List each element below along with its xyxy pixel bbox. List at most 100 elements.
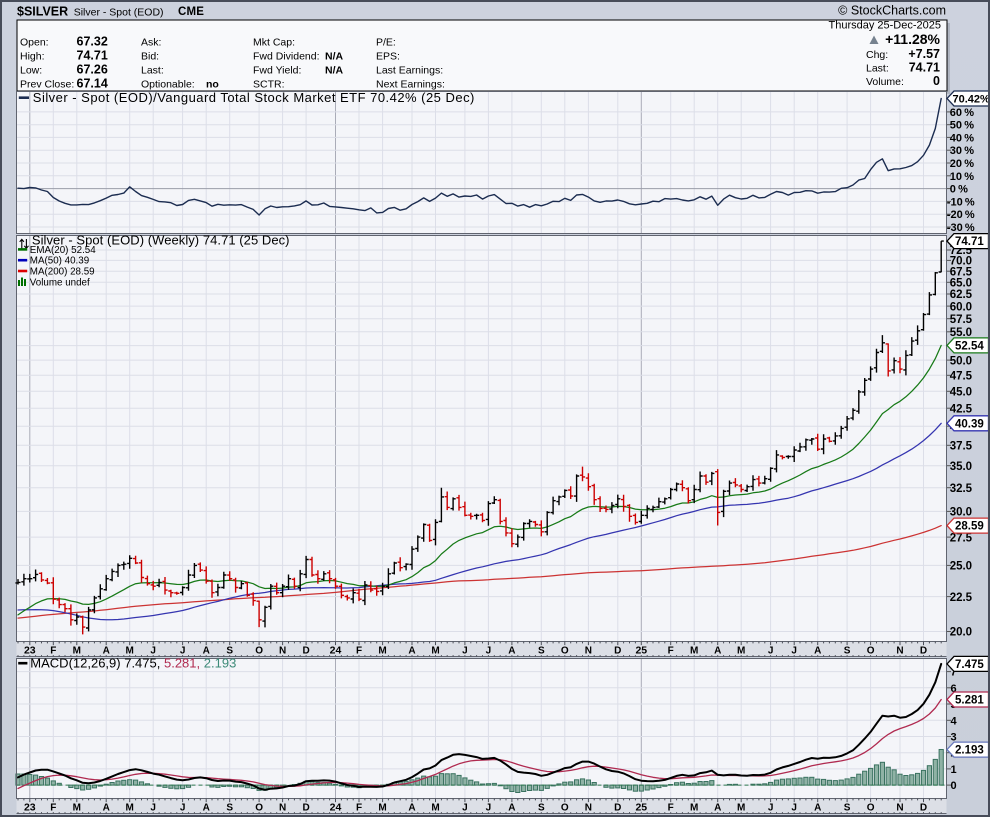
- svg-text:30 %: 30 %: [950, 145, 974, 157]
- svg-text:74.71: 74.71: [909, 61, 940, 75]
- svg-text:CME: CME: [178, 6, 204, 18]
- svg-text:6: 6: [951, 683, 957, 695]
- svg-text:A: A: [508, 802, 515, 813]
- svg-text:MACD(12,26,9) 7.475, 5.281, 2.: MACD(12,26,9) 7.475, 5.281, 2.193: [30, 656, 236, 671]
- svg-text:27.5: 27.5: [950, 532, 973, 544]
- svg-text:A: A: [408, 802, 415, 813]
- svg-text:A: A: [103, 645, 110, 656]
- svg-text:A: A: [508, 645, 515, 656]
- svg-text:J: J: [768, 802, 774, 813]
- svg-text:67.5: 67.5: [950, 266, 973, 278]
- svg-text:M: M: [690, 645, 698, 656]
- svg-text:20.0: 20.0: [950, 627, 972, 639]
- svg-text:Thursday 25-Dec-2025: Thursday 25-Dec-2025: [828, 20, 941, 32]
- svg-text:M: M: [431, 645, 439, 656]
- svg-text:50.0: 50.0: [950, 355, 972, 367]
- svg-text:Prev Close:: Prev Close:: [20, 79, 74, 91]
- svg-text:23: 23: [24, 801, 36, 813]
- svg-text:Silver - Spot (EOD) (Weekly) 7: Silver - Spot (EOD) (Weekly) 74.71 (25 D…: [32, 233, 290, 248]
- svg-text:N: N: [279, 645, 286, 656]
- svg-text:J: J: [486, 645, 492, 656]
- svg-text:25.0: 25.0: [950, 561, 972, 573]
- svg-text:7.475: 7.475: [955, 659, 984, 671]
- svg-text:EMA(20) 52.54: EMA(20) 52.54: [30, 245, 96, 256]
- svg-text:1: 1: [951, 764, 957, 776]
- svg-text:J: J: [791, 645, 797, 656]
- svg-text:MA(50) 40.39: MA(50) 40.39: [30, 256, 89, 267]
- svg-text:67.14: 67.14: [77, 77, 108, 91]
- svg-text:32.5: 32.5: [950, 483, 973, 495]
- svg-text:M: M: [690, 802, 698, 813]
- svg-text:70.42%: 70.42%: [953, 94, 990, 106]
- svg-text:J: J: [768, 645, 774, 656]
- svg-text:25: 25: [635, 801, 647, 813]
- svg-text:7: 7: [951, 667, 957, 679]
- svg-text:M: M: [126, 802, 134, 813]
- svg-text:N: N: [585, 645, 592, 656]
- svg-text:J: J: [150, 802, 156, 813]
- svg-text:M: M: [378, 802, 386, 813]
- svg-text:N/A: N/A: [325, 51, 344, 63]
- svg-text:Volume undef: Volume undef: [30, 277, 90, 288]
- svg-text:S: S: [844, 645, 851, 656]
- svg-text:N: N: [896, 645, 903, 656]
- svg-text:J: J: [486, 802, 492, 813]
- svg-text:High:: High:: [20, 51, 45, 63]
- svg-text:SCTR:: SCTR:: [253, 79, 285, 91]
- svg-text:M: M: [737, 645, 745, 656]
- svg-text:22.5: 22.5: [950, 592, 973, 604]
- svg-text:A: A: [408, 645, 415, 656]
- svg-text:37.5: 37.5: [950, 441, 973, 453]
- svg-text:67.26: 67.26: [77, 63, 108, 77]
- svg-text:30.0: 30.0: [950, 507, 972, 519]
- svg-text:D: D: [614, 645, 621, 656]
- svg-text:Bid:: Bid:: [141, 51, 159, 63]
- svg-text:Last Earnings:: Last Earnings:: [376, 65, 443, 77]
- svg-text:24: 24: [330, 644, 342, 656]
- svg-text:M: M: [73, 802, 81, 813]
- svg-text:D: D: [920, 802, 927, 813]
- svg-text:D: D: [302, 802, 309, 813]
- svg-text:O: O: [867, 645, 875, 656]
- svg-text:Fwd Yield:: Fwd Yield:: [253, 65, 301, 77]
- svg-text:A: A: [203, 645, 210, 656]
- svg-text:2.193: 2.193: [955, 745, 984, 757]
- svg-text:J: J: [150, 645, 156, 656]
- svg-text:O: O: [561, 645, 569, 656]
- svg-text:D: D: [302, 645, 309, 656]
- svg-text:24: 24: [330, 801, 342, 813]
- svg-text:S: S: [226, 645, 233, 656]
- svg-text:+11.28%: +11.28%: [885, 31, 940, 47]
- svg-text:Last:: Last:: [866, 63, 889, 75]
- svg-text:F: F: [356, 645, 362, 656]
- svg-text:S: S: [538, 645, 545, 656]
- svg-text:50 %: 50 %: [950, 120, 974, 132]
- svg-text:MA(200) 28.59: MA(200) 28.59: [30, 267, 95, 278]
- svg-text:Silver - Spot (EOD): Silver - Spot (EOD): [74, 7, 164, 19]
- svg-text:N: N: [896, 802, 903, 813]
- svg-text:Low:: Low:: [20, 65, 42, 77]
- svg-text:Ask:: Ask:: [141, 37, 161, 49]
- svg-text:Fwd Dividend:: Fwd Dividend:: [253, 51, 320, 63]
- svg-text:EPS:: EPS:: [376, 51, 400, 63]
- svg-text:23: 23: [24, 644, 36, 656]
- svg-text:A: A: [814, 645, 821, 656]
- svg-text:57.5: 57.5: [950, 314, 973, 326]
- svg-text:4: 4: [951, 715, 958, 727]
- svg-text:D: D: [614, 802, 621, 813]
- svg-text:62.5: 62.5: [950, 289, 973, 301]
- svg-text:P/E:: P/E:: [376, 37, 396, 49]
- svg-text:74.71: 74.71: [77, 49, 108, 63]
- svg-text:J: J: [180, 802, 186, 813]
- svg-text:M: M: [737, 802, 745, 813]
- svg-text:no: no: [206, 79, 219, 91]
- svg-text:Mkt Cap:: Mkt Cap:: [253, 37, 295, 49]
- svg-text:© StockCharts.com: © StockCharts.com: [838, 4, 946, 18]
- svg-text:0 %: 0 %: [950, 184, 968, 196]
- svg-text:+7.57: +7.57: [908, 47, 940, 61]
- svg-text:-30 %: -30 %: [947, 222, 975, 234]
- svg-text:0: 0: [951, 780, 957, 792]
- svg-text:55.0: 55.0: [950, 327, 972, 339]
- svg-text:0: 0: [933, 74, 940, 88]
- svg-text:5.281: 5.281: [955, 695, 984, 707]
